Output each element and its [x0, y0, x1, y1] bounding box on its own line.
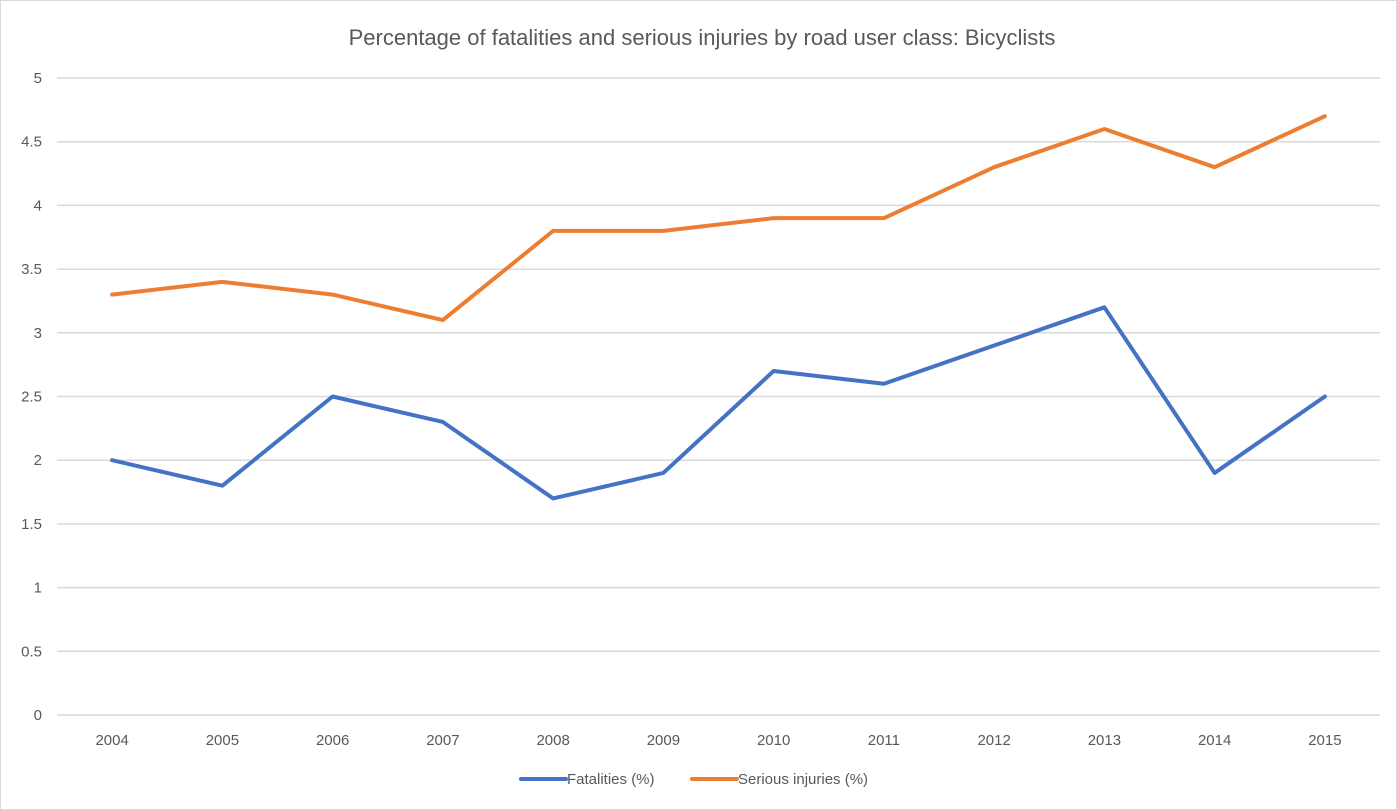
y-tick-label: 2	[34, 452, 42, 469]
x-tick-label: 2008	[536, 732, 569, 749]
x-tick-label: 2009	[647, 732, 680, 749]
legend-item: Fatalities (%)	[519, 771, 655, 788]
x-tick-label: 2012	[977, 732, 1010, 749]
series-line-0	[110, 305, 1327, 501]
legend-item: Serious injuries (%)	[690, 771, 868, 788]
chart-title: Percentage of fatalities and serious inj…	[349, 25, 1056, 50]
x-tick-label: 2010	[757, 732, 790, 749]
x-tick-label: 2005	[206, 732, 239, 749]
x-tick-label: 2006	[316, 732, 349, 749]
y-tick-label: 4.5	[21, 134, 42, 151]
legend-label: Fatalities (%)	[567, 771, 655, 788]
gridlines	[57, 77, 1380, 716]
legend: Fatalities (%) Serious injuries (%)	[519, 771, 868, 788]
y-tick-label: 0.5	[21, 643, 42, 660]
y-tick-label: 5	[34, 70, 42, 87]
y-tick-label: 0	[34, 707, 42, 724]
legend-label: Serious injuries (%)	[738, 771, 868, 788]
series-lines	[110, 114, 1327, 501]
x-axis-ticks: 2004 2005 2006 2007 2008 2009 2010 2011 2012 2013…	[95, 732, 1341, 749]
series-line-1	[110, 114, 1327, 323]
x-tick-label: 2013	[1088, 732, 1121, 749]
y-tick-label: 3.5	[21, 261, 42, 278]
x-tick-label: 2015	[1308, 732, 1341, 749]
x-tick-label: 2004	[95, 732, 128, 749]
x-tick-label: 2014	[1198, 732, 1231, 749]
x-tick-label: 2007	[426, 732, 459, 749]
y-tick-label: 3	[34, 325, 42, 342]
y-tick-label: 2.5	[21, 389, 42, 406]
y-tick-label: 1.5	[21, 516, 42, 533]
x-tick-label: 2011	[868, 732, 900, 749]
y-tick-label: 1	[34, 580, 42, 597]
y-tick-label: 4	[34, 197, 42, 214]
y-axis-ticks: 0 0.5 1 1.5 2 2.5 3 3.5 4 4.5 5	[21, 70, 42, 724]
